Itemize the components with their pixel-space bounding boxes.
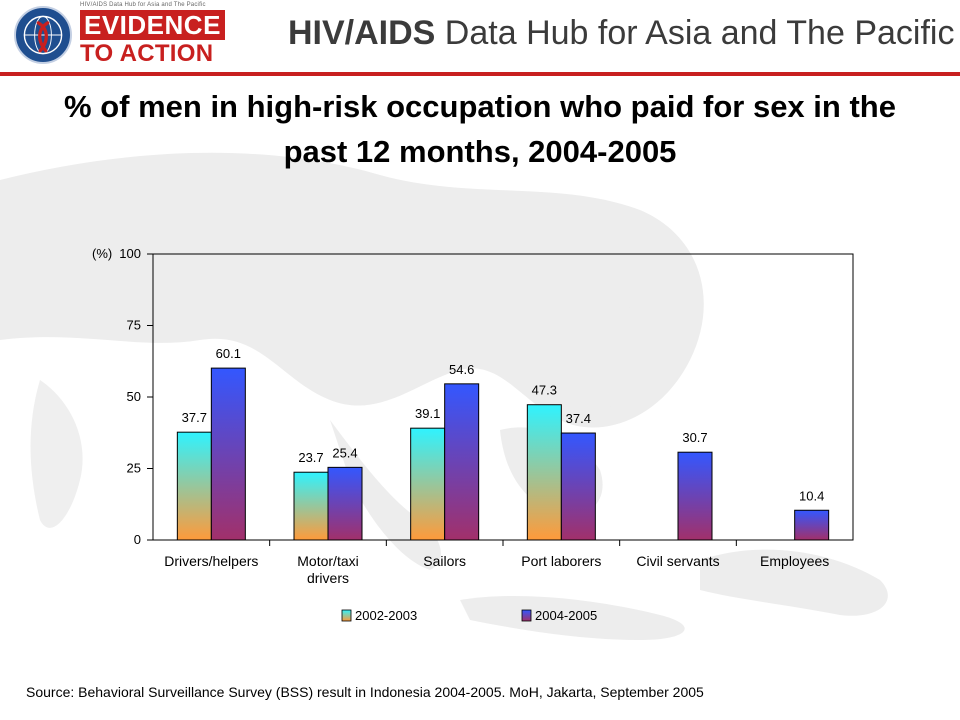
x-category-label: Motor/taxi: [297, 553, 358, 569]
bar-chart: 0 25 50 75 100 (%) Drivers/helpers 37.7 60.1 Moto…: [92, 246, 854, 623]
legend-label: 2004-2005: [535, 608, 597, 623]
bar: [327, 466, 363, 541]
bar-value-label: 30.7: [682, 430, 707, 445]
header-divider: [0, 72, 960, 76]
logo-wordmark: HIV/AIDS Data Hub for Asia and The Pacif…: [80, 2, 225, 68]
hub-title: HIV/AIDS Data Hub for Asia and The Pacif…: [288, 14, 954, 53]
bar-value-label: 54.6: [449, 362, 474, 377]
bar: [444, 383, 480, 541]
legend-swatch: [341, 609, 352, 622]
bar-value-label: 47.3: [532, 383, 557, 398]
logo-word-evidence: EVIDENCE: [80, 10, 225, 40]
evidence-to-action-logo: HIV/AIDS Data Hub for Asia and The Pacif…: [14, 2, 225, 68]
bar: [794, 509, 830, 541]
y-axis-label: (%): [92, 246, 112, 261]
bar: [176, 431, 212, 541]
bar-value-label: 23.7: [298, 450, 323, 465]
legend-swatch: [521, 609, 532, 622]
bar-value-label: 37.4: [566, 411, 591, 426]
hub-title-rest: Data Hub for Asia and The Pacific: [435, 14, 955, 52]
bar: [410, 427, 446, 541]
bar-value-label: 10.4: [799, 488, 824, 503]
bar-value-label: 60.1: [216, 346, 241, 361]
bar-value-label: 25.4: [332, 445, 357, 460]
plot-area: [152, 253, 854, 541]
legend-label: 2002-2003: [355, 608, 417, 623]
x-category-label: Sailors: [423, 553, 466, 569]
header-banner: HIV/AIDS Data Hub for Asia and The Pacif…: [0, 0, 960, 76]
y-tick-label: 50: [127, 389, 141, 404]
x-category-label: drivers: [307, 570, 349, 586]
bar-value-label: 37.7: [182, 410, 207, 425]
bar: [293, 471, 329, 541]
chart-title: % of men in high-risk occupation who pai…: [64, 89, 896, 169]
bar: [526, 404, 562, 541]
x-category-label: Port laborers: [521, 553, 601, 569]
x-category-label: Civil servants: [636, 553, 719, 569]
bar: [677, 451, 713, 541]
hub-title-bold: HIV/AIDS: [288, 14, 436, 52]
bar-value-label: 39.1: [415, 406, 440, 421]
source-note: Source: Behavioral Surveillance Survey (…: [26, 684, 704, 700]
logo-word-to-action: TO ACTION: [80, 40, 214, 67]
y-tick-label: 0: [134, 532, 141, 547]
x-category-label: Drivers/helpers: [164, 553, 258, 569]
un-emblem-icon: [14, 6, 72, 64]
bar: [210, 367, 246, 541]
x-category-label: Employees: [760, 553, 829, 569]
y-tick-label: 75: [127, 318, 141, 333]
bar: [560, 432, 596, 541]
logo-small-text: HIV/AIDS Data Hub for Asia and The Pacif…: [80, 2, 206, 8]
y-tick-label: 100: [119, 246, 141, 261]
y-tick-label: 25: [127, 461, 141, 476]
